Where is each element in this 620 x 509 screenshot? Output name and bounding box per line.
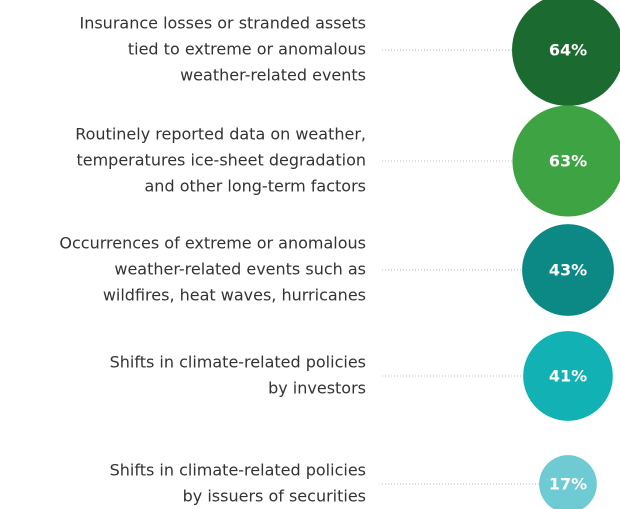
value-label: 43% [549,261,587,280]
value-label: 64% [549,41,587,60]
bubble [523,331,613,421]
bubble [512,0,620,106]
category-label: wildfires, heat waves, hurricanes [103,286,366,305]
category-label: Routinely reported data on weather, [75,125,366,144]
bubble [539,455,597,509]
category-label: temperatures ice-sheet degradation [76,151,366,170]
category-label: Occurrences of extreme or anomalous [59,234,366,253]
value-label: 63% [549,152,587,171]
bubble [512,105,620,217]
category-label: and other long-term factors [145,177,367,196]
value-label: 41% [549,367,587,386]
category-label: by investors [268,379,366,398]
category-label: weather-related events such as [114,260,366,279]
category-label: Shifts in climate-related policies [110,353,366,372]
category-label: by issuers of securities [183,487,366,506]
category-label: Insurance losses or stranded assets [79,14,366,33]
bubble [522,224,614,316]
category-label: Shifts in climate-related policies [110,461,366,480]
category-label: weather-related events [180,66,366,85]
value-label: 17% [549,475,587,494]
category-label: tied to extreme or anomalous [128,40,366,59]
